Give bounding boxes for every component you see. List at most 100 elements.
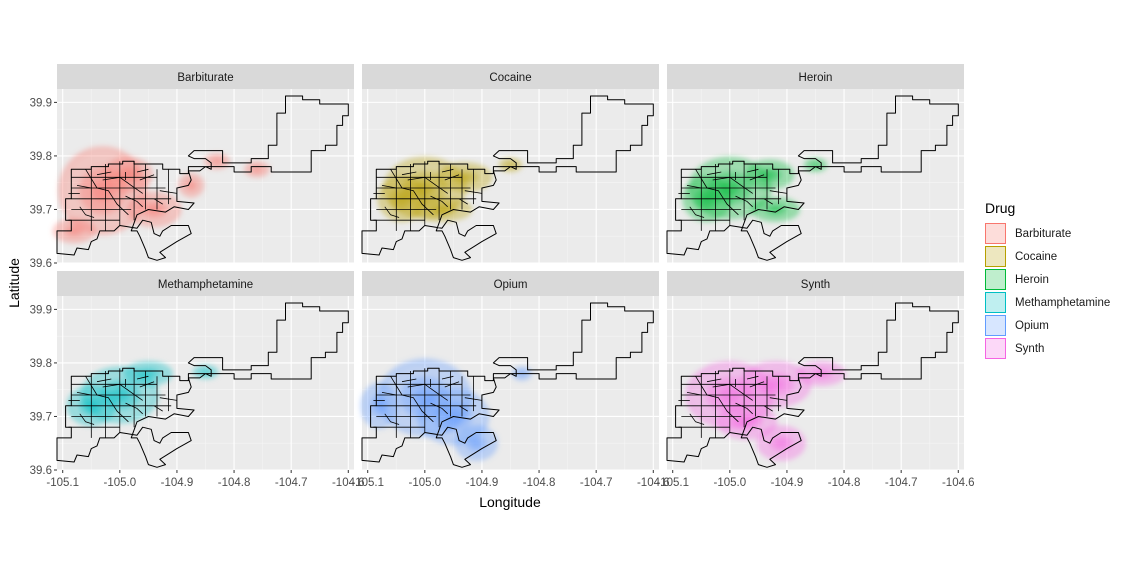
x-tick-label: -104.8 — [523, 477, 556, 489]
legend-item: Synth — [985, 337, 1110, 360]
y-tick-label: 39.6 — [30, 258, 52, 270]
neighborhood-boundary — [689, 413, 705, 425]
legend-item: Cocaine — [985, 245, 1110, 268]
y-tick-label: 39.6 — [30, 465, 52, 477]
facet-label: Methamphetamine — [158, 279, 253, 291]
neighborhood-boundary — [763, 405, 773, 412]
facet-label: Synth — [801, 279, 830, 291]
facet-panel: Opium — [361, 271, 659, 471]
density-contour — [202, 370, 209, 374]
neighborhood-boundary — [136, 168, 149, 173]
density-contour — [91, 180, 114, 202]
legend-item: Methamphetamine — [985, 291, 1110, 314]
neighborhood-boundary — [102, 176, 143, 194]
density-contour — [434, 206, 450, 213]
legend-key — [985, 269, 1006, 290]
legend-label: Opium — [1015, 319, 1049, 332]
neighborhood-boundary — [85, 169, 129, 216]
x-tick-label: -105.1 — [46, 477, 79, 489]
neighborhood-boundary — [76, 185, 92, 189]
neighborhood-boundary — [749, 381, 765, 388]
facet-panel: Methamphetamine — [56, 271, 354, 471]
legend-key — [985, 338, 1006, 359]
facet-label: Cocaine — [489, 72, 531, 84]
density-contour — [188, 182, 195, 189]
density-contour — [507, 163, 514, 167]
legend-key — [985, 315, 1006, 336]
neighborhood-boundary — [746, 375, 759, 380]
neighborhood-boundary — [381, 392, 397, 396]
city-boundary — [361, 302, 654, 468]
x-tick-label: -104.6 — [332, 477, 365, 489]
y-tick-label: 39.8 — [30, 358, 52, 370]
neighborhood-boundary — [735, 195, 753, 208]
facet-panel: Barbiturate — [53, 64, 354, 264]
y-axis-title: Latitude — [6, 258, 22, 308]
x-tick-label: -104.6 — [637, 477, 670, 489]
density-contour — [471, 439, 482, 448]
facet-strip — [57, 271, 354, 296]
neighborhood-boundary — [401, 171, 417, 176]
x-tick-label: -104.7 — [580, 477, 613, 489]
facet-label: Opium — [494, 279, 528, 291]
x-tick-label: -104.8 — [828, 477, 861, 489]
neighborhood-boundary — [139, 381, 155, 388]
x-tick-label: -104.9 — [466, 477, 499, 489]
legend-key — [985, 223, 1006, 244]
density-contour — [142, 370, 155, 377]
neighborhood-boundary — [159, 190, 177, 194]
neighborhood-boundary — [139, 174, 155, 181]
density-contour — [775, 439, 787, 448]
neighborhood-boundary — [441, 375, 454, 380]
neighborhood-boundary — [458, 198, 468, 205]
neighborhood-boundary — [444, 381, 460, 388]
neighborhood-boundary — [763, 198, 773, 205]
city-boundary — [666, 302, 959, 468]
facet-strip — [57, 64, 354, 89]
neighborhood-boundary — [384, 413, 400, 425]
x-tick-label: -104.7 — [885, 477, 918, 489]
neighborhood-boundary — [153, 198, 163, 205]
neighborhood-boundary — [384, 206, 400, 218]
city-boundary — [56, 95, 349, 261]
facet-label: Heroin — [799, 72, 833, 84]
y-tick-label: 39.7 — [30, 411, 52, 423]
facet-strip — [362, 64, 659, 89]
neighborhood-boundary — [706, 171, 722, 176]
neighborhood-boundary — [390, 376, 434, 423]
neighborhood-boundary — [749, 174, 765, 181]
facet-strip — [667, 64, 964, 89]
neighborhood-boundary — [79, 413, 95, 425]
legend-label: Heroin — [1015, 273, 1049, 286]
legend-label: Synth — [1015, 342, 1045, 355]
neighborhood-boundary — [689, 206, 705, 218]
facet-panel: Cocaine — [361, 64, 659, 264]
x-tick-label: -105.0 — [714, 477, 747, 489]
neighborhood-boundary — [706, 378, 722, 383]
legend-key — [985, 246, 1006, 267]
neighborhood-boundary — [96, 171, 112, 176]
neighborhood-boundary — [441, 168, 454, 173]
density-contour — [214, 159, 220, 163]
neighborhood-boundary — [430, 195, 448, 208]
city-boundary — [56, 302, 349, 468]
neighborhood-boundary — [96, 378, 112, 383]
x-tick-label: -104.9 — [771, 477, 804, 489]
facet-strip — [362, 271, 659, 296]
facet-panel: Heroin — [666, 64, 964, 264]
y-tick-label: 39.8 — [30, 151, 52, 163]
neighborhood-boundary — [125, 402, 143, 415]
neighborhood-boundary — [390, 169, 434, 216]
neighborhood-boundary — [686, 392, 702, 396]
neighborhood-boundary — [401, 378, 417, 383]
neighborhood-boundary — [464, 190, 482, 194]
neighborhood-boundary — [430, 402, 448, 415]
facet-strip — [667, 271, 964, 296]
neighborhood-boundary — [85, 376, 129, 423]
x-tick-label: -105.1 — [351, 477, 384, 489]
x-axis-title: Longitude — [479, 494, 541, 510]
legend-item: Opium — [985, 314, 1110, 337]
legend-item: Heroin — [985, 268, 1110, 291]
city-boundary — [666, 95, 959, 261]
